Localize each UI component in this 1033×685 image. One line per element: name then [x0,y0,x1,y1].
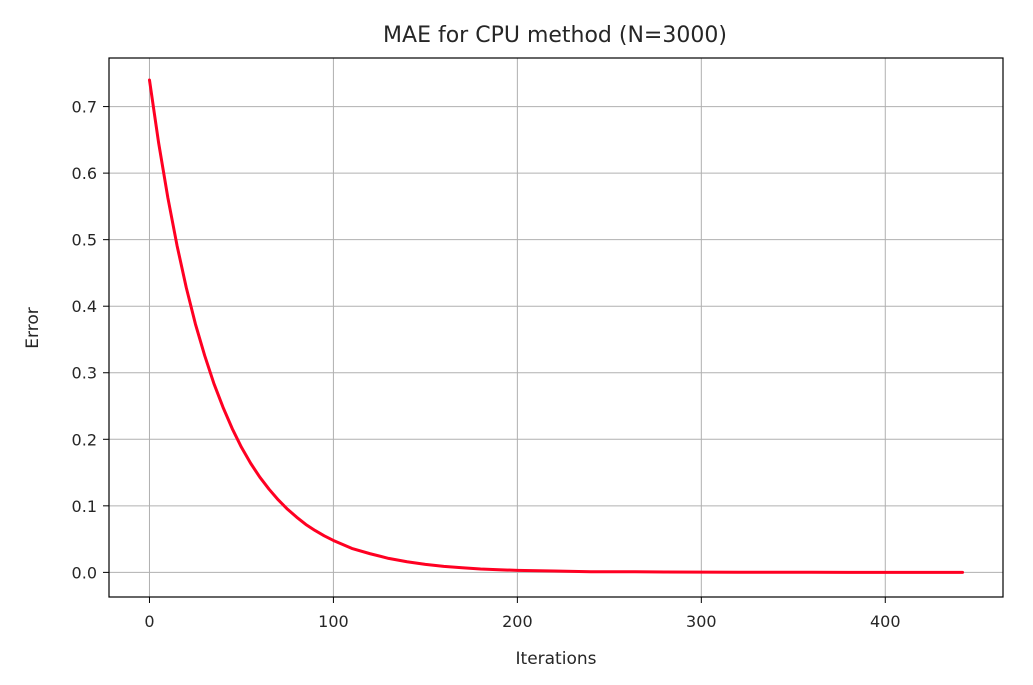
x-tick-label: 0 [144,612,154,631]
x-tick-label: 100 [318,612,349,631]
x-tick-label: 400 [870,612,901,631]
y-axis-label: Error [23,307,43,348]
y-tick-label: 0.4 [72,297,97,316]
y-axis: 0.0 0.1 0.2 0.3 0.4 0.5 0.6 0.7 [72,98,109,582]
y-tick-label: 0.6 [72,164,97,183]
y-tick-label: 0.3 [72,364,97,383]
chart-title: MAE for CPU method (N=3000) [383,23,727,48]
x-axis-label: Iterations [516,649,597,669]
x-axis: 0 100 200 300 400 [144,597,901,631]
y-tick-label: 0.2 [72,430,97,449]
plot-frame [108,57,1004,598]
x-tick-label: 300 [686,612,717,631]
y-tick-label: 0.5 [72,231,97,250]
y-tick-label: 0.0 [72,563,97,582]
plot-area [147,78,965,574]
series-line [147,78,965,574]
y-tick-label: 0.1 [72,497,97,516]
y-tick-label: 0.7 [72,98,97,117]
x-tick-label: 200 [502,612,533,631]
